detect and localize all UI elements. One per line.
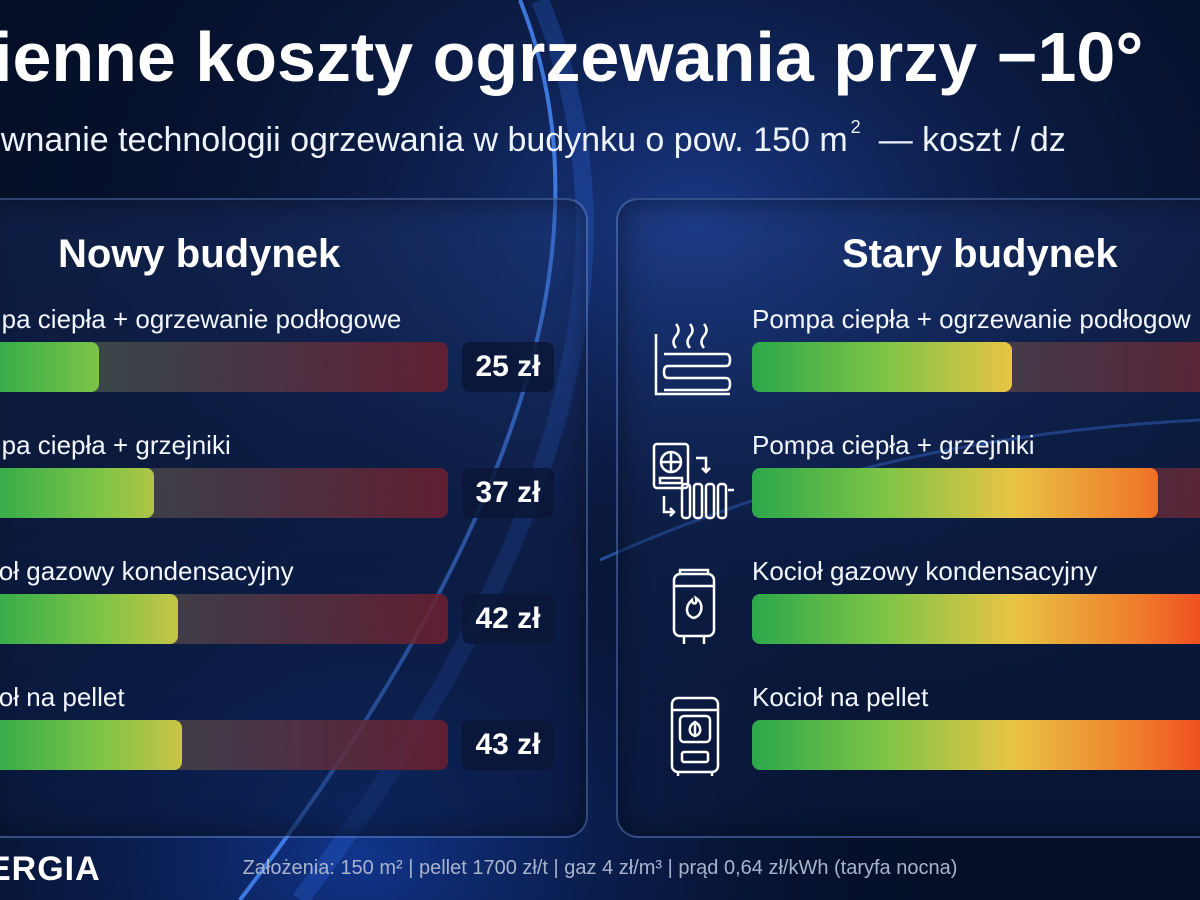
new-building-bar-row: cioł na pellet 43 zł	[0, 682, 586, 782]
old-building-bar-label: Pompa ciepła + ogrzewanie podłogow	[752, 304, 1191, 334]
new-building-bar-value: 37 zł	[462, 468, 554, 518]
new-building-bar-track	[0, 720, 448, 770]
old-building-bar-row: Kocioł gazowy kondensacyjny	[618, 556, 1200, 656]
new-building-bar-fill	[0, 468, 155, 518]
new-building-bar-row: cioł gazowy kondensacyjny 42 zł	[0, 556, 586, 656]
panel-title-old-building: Stary budynek	[842, 232, 1118, 276]
page-subtitle: ównanie technologii ogrzewania w budynku…	[0, 117, 1066, 159]
new-building-bar-label: mpa ciepła + grzejniki	[0, 430, 231, 460]
heat-pump-radiator-icon	[650, 440, 736, 526]
new-building-bar-value: 25 zł	[462, 342, 554, 392]
old-building-bar-track	[752, 594, 1200, 644]
old-building-bar-fill	[752, 342, 1012, 392]
brand-logo: ERGIA	[0, 850, 101, 888]
subtitle-tail: — koszt / dz	[878, 121, 1066, 159]
new-building-bar-track	[0, 594, 448, 644]
new-building-bar-fill	[0, 342, 99, 392]
panel-title-new-building: Nowy budynek	[58, 232, 341, 276]
old-building-bar-fill	[752, 720, 1200, 770]
subtitle-main: ównanie technologii ogrzewania w budynku…	[0, 121, 848, 159]
new-building-bar-value: 43 zł	[462, 720, 554, 770]
old-building-bar-row: Kocioł na pellet	[618, 682, 1200, 782]
old-building-bar-track	[752, 720, 1200, 770]
gas-boiler-icon	[650, 566, 736, 652]
footer-assumptions: Założenia: 150 m² | pellet 1700 zł/t | g…	[242, 857, 958, 879]
old-building-bar-row: Pompa ciepła + grzejniki	[618, 430, 1200, 530]
new-building-bar-fill	[0, 720, 183, 770]
new-building-bar-track	[0, 342, 448, 392]
old-building-bar-fill	[752, 468, 1158, 518]
new-building-bar-track	[0, 468, 448, 518]
new-building-bar-label: cioł na pellet	[0, 682, 125, 712]
old-building-bar-track	[752, 342, 1200, 392]
old-building-bar-row: Pompa ciepła + ogrzewanie podłogow	[618, 304, 1200, 404]
underfloor-heating-icon	[650, 314, 736, 400]
new-building-bar-value: 42 zł	[462, 594, 554, 644]
page-title: zienne koszty ogrzewania przy −10°	[0, 18, 1144, 96]
old-building-bar-label: Kocioł gazowy kondensacyjny	[752, 556, 1098, 586]
panel-old-building: Stary budynek Pompa ciepła + ogrzewanie …	[616, 198, 1200, 838]
old-building-bar-label: Pompa ciepła + grzejniki	[752, 430, 1035, 460]
panel-new-building: Nowy budynek mpa ciepła + ogrzewanie pod…	[0, 198, 588, 838]
old-building-bar-label: Kocioł na pellet	[752, 682, 929, 712]
new-building-bar-row: mpa ciepła + ogrzewanie podłogowe 25 zł	[0, 304, 586, 404]
old-building-bar-fill	[752, 594, 1200, 644]
new-building-bar-fill	[0, 594, 178, 644]
subtitle-superscript: 2	[850, 117, 861, 137]
old-building-bar-track	[752, 468, 1200, 518]
new-building-bar-label: mpa ciepła + ogrzewanie podłogowe	[0, 304, 402, 334]
pellet-boiler-icon	[650, 692, 736, 778]
new-building-bar-label: cioł gazowy kondensacyjny	[0, 556, 294, 586]
new-building-bar-row: mpa ciepła + grzejniki 37 zł	[0, 430, 586, 530]
